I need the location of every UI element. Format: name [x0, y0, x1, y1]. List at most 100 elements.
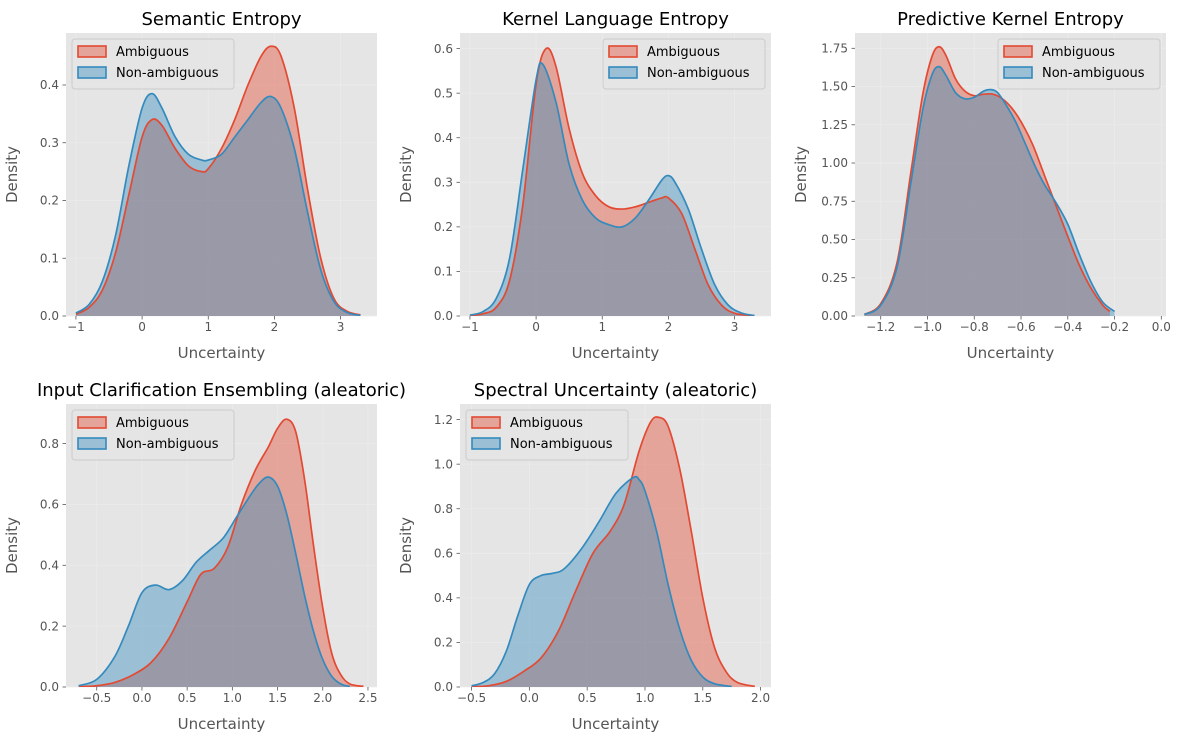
x-tick-label: 0: [138, 320, 146, 334]
subplots: −1 0 1 2 3 0.0 0.1 0.2 0.3 0.4 Uncertainty Density S…: [3, 9, 1171, 733]
y-tick-label: 0.1: [40, 251, 59, 265]
legend-box: [71, 409, 235, 461]
non-ambiguous-density-line: [75, 92, 361, 316]
chart-title: Predictive Kernel Entropy: [897, 9, 1124, 30]
x-axis-label: Uncertainty: [572, 344, 660, 362]
y-tick-label: 0.5: [434, 86, 453, 100]
density-curves: [471, 416, 755, 687]
y-axis-label: Density: [3, 146, 21, 203]
x-tick-label: −0.4: [1053, 320, 1082, 334]
non-ambiguous-legend-label: Non-ambiguous: [647, 66, 750, 81]
y-tick-label: 0.0: [434, 309, 453, 323]
x-tick-label: 3: [731, 320, 739, 334]
x-tick-label: 1.5: [693, 691, 712, 705]
y-axis: 0.0 0.1 0.2 0.3 0.4 0.5 0.6: [434, 42, 460, 323]
y-axis-label: Density: [792, 146, 810, 203]
x-tick-label: 0.0: [1152, 320, 1171, 334]
ambiguous-legend-swatch: [1003, 45, 1033, 58]
x-tick-label: 1: [598, 320, 606, 334]
legend: Ambiguous Non-ambiguous: [997, 38, 1161, 90]
y-tick-label: 1.75: [821, 41, 848, 55]
non-ambiguous-legend-swatch: [1003, 66, 1033, 79]
ambiguous-density-line: [75, 45, 361, 316]
chart-title: Kernel Language Entropy: [502, 9, 729, 30]
y-axis: 0.00 0.25 0.50 0.75 1.00 1.25 1.50 1.75: [821, 41, 855, 323]
ambiguous-density-line: [471, 416, 755, 687]
y-axis-label: Density: [397, 517, 415, 574]
x-tick-label: −0.5: [457, 691, 486, 705]
x-tick-label: 1.5: [268, 691, 287, 705]
legend-box: [71, 38, 235, 90]
y-tick-label: 0.4: [40, 558, 59, 572]
x-axis: −1 0 1 2 3: [461, 316, 738, 334]
y-tick-label: 0.25: [821, 271, 848, 285]
ambiguous-legend-swatch: [608, 45, 638, 58]
y-tick-label: 0.6: [434, 42, 453, 56]
chart-title: Semantic Entropy: [141, 9, 301, 30]
y-tick-label: 0.2: [40, 194, 59, 208]
ambiguous-legend-label: Ambiguous: [116, 416, 189, 431]
x-tick-label: 0.5: [178, 691, 197, 705]
legend-box: [602, 38, 766, 90]
ambiguous-legend-label: Ambiguous: [510, 416, 583, 431]
non-ambiguous-legend-swatch: [471, 437, 501, 450]
y-tick-label: 1.2: [434, 413, 453, 427]
subplot-1: −1 0 1 2 3 0.0 0.1 0.2 0.3 0.4 Uncertainty Density S…: [3, 9, 377, 362]
legend-box: [465, 409, 629, 461]
y-tick-label: 0.1: [434, 265, 453, 279]
y-tick-label: 0.00: [821, 309, 848, 323]
x-axis-label: Uncertainty: [178, 344, 266, 362]
ambiguous-density-line: [863, 45, 1111, 316]
y-tick-label: 0.8: [434, 502, 453, 516]
x-tick-label: 2: [665, 320, 673, 334]
y-tick-label: 1.25: [821, 118, 848, 132]
y-tick-label: 0.3: [434, 175, 453, 189]
legend: Ambiguous Non-ambiguous: [465, 409, 629, 461]
y-tick-label: 0.0: [40, 680, 59, 694]
ambiguous-density-fill: [864, 46, 1110, 316]
subplot-3: −1.2 −1.0 −0.8 −0.6 −0.4 −0.2 0.0 0.00 0.25 0.50 0…: [792, 9, 1171, 362]
gridlines: [66, 33, 377, 317]
y-tick-label: 0.3: [40, 136, 59, 150]
density-curves: [75, 45, 361, 316]
x-tick-label: −0.8: [960, 320, 989, 334]
y-tick-label: 1.0: [434, 457, 453, 471]
y-axis-label: Density: [3, 517, 21, 574]
non-ambiguous-density-fill: [471, 476, 732, 687]
non-ambiguous-density-line: [471, 475, 732, 687]
x-tick-label: −1.2: [866, 320, 895, 334]
y-tick-label: 0.2: [40, 619, 59, 633]
x-tick-label: 3: [337, 320, 345, 334]
x-tick-label: 2.0: [751, 691, 770, 705]
y-tick-label: 0.75: [821, 194, 848, 208]
non-ambiguous-legend-swatch: [77, 437, 107, 450]
non-ambiguous-legend-label: Non-ambiguous: [1042, 66, 1145, 81]
x-tick-label: 1.0: [223, 691, 242, 705]
x-tick-label: 2.0: [313, 691, 332, 705]
density-curves: [78, 418, 364, 687]
ambiguous-density-line: [469, 47, 755, 316]
ambiguous-legend-swatch: [77, 45, 107, 58]
x-tick-label: −0.2: [1100, 320, 1129, 334]
x-tick-label: 2.5: [358, 691, 377, 705]
y-tick-label: 0.2: [434, 636, 453, 650]
non-ambiguous-density-fill: [864, 66, 1115, 316]
y-tick-label: 0.4: [434, 591, 453, 605]
y-axis: 0.0 0.2 0.4 0.6 0.8 1.0 1.2: [434, 413, 460, 694]
non-ambiguous-legend-label: Non-ambiguous: [116, 66, 219, 81]
ambiguous-density-line: [78, 418, 364, 687]
ambiguous-legend-swatch: [471, 416, 501, 429]
x-tick-label: −0.5: [82, 691, 111, 705]
y-axis: 0.0 0.1 0.2 0.3 0.4: [40, 78, 66, 323]
ambiguous-density-fill: [75, 46, 361, 316]
non-ambiguous-legend-label: Non-ambiguous: [510, 437, 613, 452]
x-tick-label: −1.0: [913, 320, 942, 334]
chart-title: Input Clarification Ensembling (aleatori…: [37, 380, 406, 401]
y-tick-label: 0.50: [821, 233, 848, 247]
y-tick-label: 1.00: [821, 156, 848, 170]
subplot-2: −1 0 1 2 3 0.0 0.1 0.2 0.3 0.4 0.5 0.6 Uncertainty De…: [397, 9, 771, 362]
x-tick-label: −0.6: [1006, 320, 1035, 334]
x-axis: −1 0 1 2 3: [67, 316, 344, 334]
legend: Ambiguous Non-ambiguous: [71, 409, 235, 461]
x-axis-label: Uncertainty: [178, 715, 266, 733]
